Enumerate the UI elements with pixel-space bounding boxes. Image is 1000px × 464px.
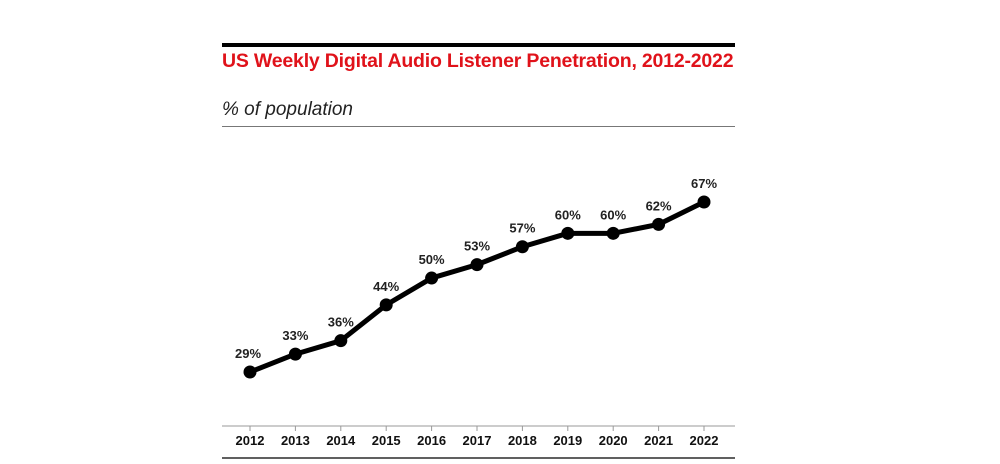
x-tick-label-2022: 2022 [690,433,719,448]
x-axis [222,425,735,459]
data-points [243,195,711,379]
data-point-2020 [606,226,620,240]
data-point-2014 [334,334,348,348]
data-point-2018 [515,240,529,254]
title-top-rule [222,43,735,47]
series-line [247,199,707,375]
data-labels: 29% 33% 36% 44% 50% 53% 57% 60% 60% 62% 67% [235,176,717,361]
data-label-2015: 44% [373,279,399,294]
x-tick-label-2020: 2020 [599,433,628,448]
x-tick-label-2014: 2014 [326,433,356,448]
x-tick-label-2017: 2017 [463,433,492,448]
data-label-2013: 33% [282,328,308,343]
x-tick-label-2021: 2021 [644,433,673,448]
x-tick-label-2013: 2013 [281,433,310,448]
data-label-2018: 57% [509,221,535,236]
data-label-2014: 36% [328,315,354,330]
data-point-2017 [470,258,484,272]
chart-title: US Weekly Digital Audio Listener Penetra… [222,50,734,72]
data-point-2013 [288,347,302,361]
x-tick-label-2015: 2015 [372,433,401,448]
data-point-2021 [652,217,666,231]
subtitle-rule [222,126,735,127]
x-tick-label-2018: 2018 [508,433,537,448]
x-tick-label-2019: 2019 [553,433,582,448]
data-label-2017: 53% [464,239,490,254]
data-label-2022: 67% [691,176,717,191]
x-tick-labels: 2012 2013 2014 2015 2016 2017 2018 2019 2020 2021… [236,433,719,448]
data-label-2020: 60% [600,207,626,222]
data-label-2019: 60% [555,207,581,222]
data-point-2022 [697,195,711,209]
x-tick-label-2012: 2012 [236,433,265,448]
data-label-2016: 50% [419,252,445,267]
data-label-2012: 29% [235,346,261,361]
data-point-2015 [379,298,393,312]
data-point-2019 [561,226,575,240]
data-label-2021: 62% [646,198,672,213]
data-point-2012 [243,365,257,379]
x-tick-label-2016: 2016 [417,433,446,448]
chart-subtitle: % of population [222,99,353,120]
series-line-layer [247,199,707,375]
data-point-2016 [425,271,439,285]
